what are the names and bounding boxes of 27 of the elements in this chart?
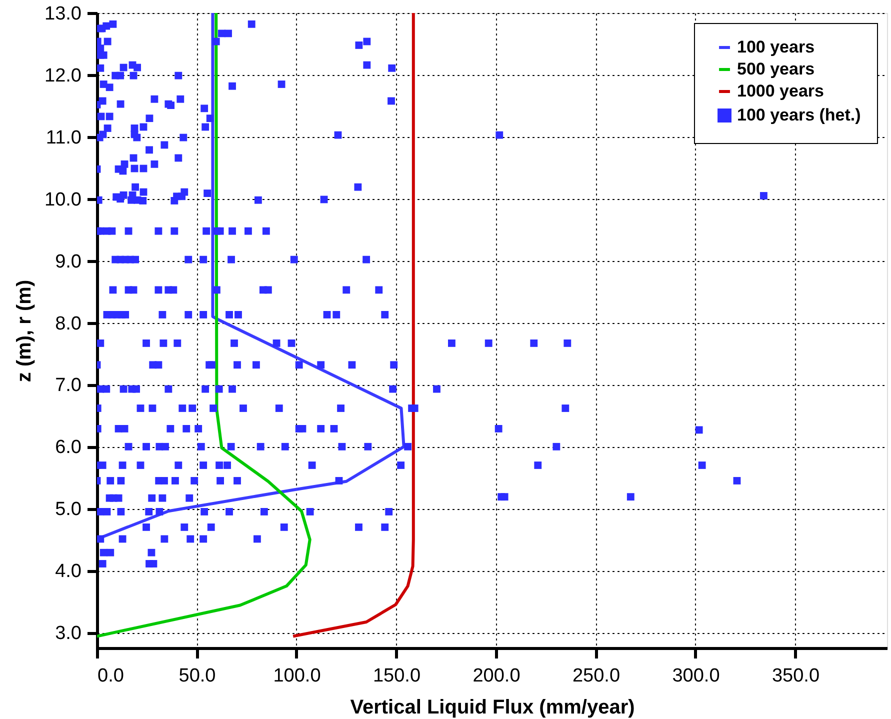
x-axis-title: Vertical Liquid Flux (mm/year) xyxy=(350,696,635,718)
x-tick-label: 350.0 xyxy=(772,666,820,686)
x-tick-label: 150.0 xyxy=(372,666,421,686)
y-tick-label: 12.0 xyxy=(44,65,82,86)
y-tick-label: 8.0 xyxy=(55,313,82,334)
x-tick-label: 300.0 xyxy=(672,666,720,686)
y-tick-label: 13.0 xyxy=(44,4,82,24)
y-tick-label: 6.0 xyxy=(55,437,82,458)
x-tick-label: 100.0 xyxy=(273,666,321,686)
legend-label: 100 years xyxy=(737,38,815,56)
y-tick-label: 10.0 xyxy=(44,189,82,210)
legend-label: 500 years xyxy=(737,60,815,78)
x-tick-label: 0.0 xyxy=(98,666,124,686)
legend-label: 100 years (het.) xyxy=(737,106,861,124)
x-tick-label: 250.0 xyxy=(572,666,620,686)
y-tick-label: 9.0 xyxy=(55,251,82,272)
y-tick-label: 5.0 xyxy=(55,499,82,520)
y-tick-label: 11.0 xyxy=(46,127,82,148)
legend-label: 1000 years xyxy=(737,82,824,100)
y-axis-title: z (m), r (m) xyxy=(14,280,36,382)
y-tick-label: 7.0 xyxy=(55,375,82,396)
x-tick-label: 50.0 xyxy=(178,666,216,686)
line-series xyxy=(292,13,415,638)
line-series xyxy=(97,13,312,638)
y-tick-label: 4.0 xyxy=(55,561,82,582)
x-tick-label: 200.0 xyxy=(472,666,520,686)
y-tick-label: 3.0 xyxy=(55,623,82,644)
